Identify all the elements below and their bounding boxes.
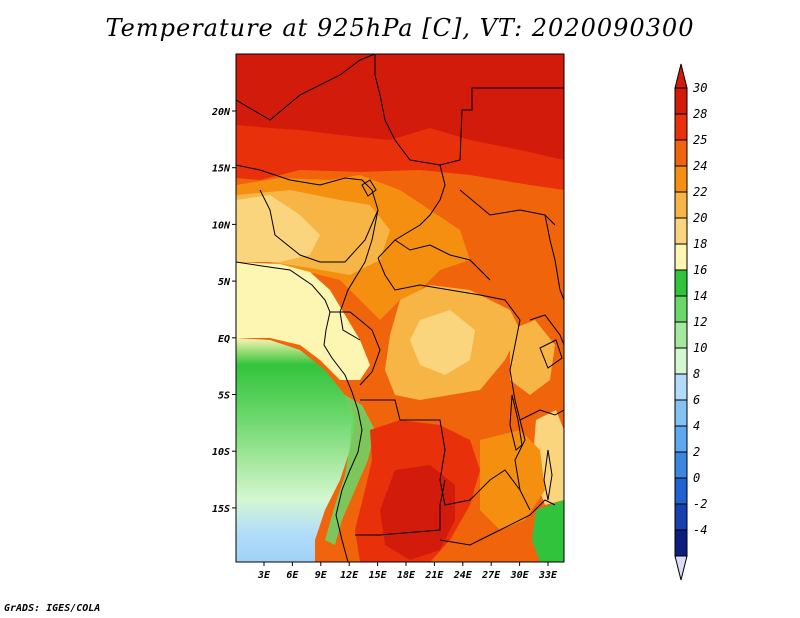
lat-label: 10N [212, 220, 231, 231]
colorbar-segment [674, 243, 688, 271]
border-cameroon-car [339, 209, 379, 341]
field-se-green [532, 500, 564, 562]
border-zambia-south [439, 499, 556, 546]
colorbar-segment [674, 477, 688, 505]
border-congo [330, 311, 381, 386]
border-tanzania [519, 409, 564, 421]
colorbar-segment [674, 295, 688, 323]
colorbar-label: 16 [693, 263, 707, 277]
colorbar-label: -2 [693, 497, 707, 511]
chart-title: Temperature at 925hPa [C], VT: 202009030… [105, 14, 695, 42]
colorbar-segment [674, 373, 688, 401]
temperature-field [236, 54, 564, 562]
lon-label: 30E [510, 570, 530, 581]
colorbar-top-arrow [674, 63, 688, 89]
colorbar-label: -4 [693, 523, 707, 537]
colorbar-segment [674, 451, 688, 479]
colorbar-segment [674, 321, 688, 349]
lake-chad [361, 179, 377, 197]
colorbar-segment [674, 139, 688, 167]
country-borders [236, 54, 564, 562]
colorbar-label: 12 [693, 315, 707, 329]
colorbar-segment [674, 113, 688, 141]
colorbar-segment [674, 87, 688, 115]
lon-label: 3E [257, 570, 271, 581]
lon-label: 33E [538, 570, 558, 581]
lat-label: 5S [218, 391, 230, 402]
colorbar-label: 20 [693, 211, 707, 225]
colorbar-label: 6 [693, 393, 700, 407]
colorbar-segment [674, 347, 688, 375]
field-band-30 [236, 54, 564, 160]
colorbar-label: 14 [693, 289, 707, 303]
lake-malawi [543, 449, 553, 501]
field-east-highlands [510, 320, 555, 395]
border-drc-angola [360, 399, 521, 506]
colorbar-bottom-arrow [674, 555, 688, 581]
colorbar-segment [674, 399, 688, 427]
colorbar-segment [674, 269, 688, 297]
lake-tanganyika [509, 394, 523, 451]
longitude-axis: 3E 6E 9E 12E 15E 18E 21E 24E 27E 30E 33E [257, 562, 558, 581]
border-libya-chad [374, 54, 564, 166]
lon-label: 24E [453, 570, 473, 581]
map-frame [235, 53, 565, 563]
border-sudan-ssudan [459, 189, 556, 226]
border-ethiopia [544, 214, 564, 301]
colorbar-label: 10 [693, 341, 707, 355]
colorbar-label: 24 [693, 159, 707, 173]
border-angola-zambia [355, 479, 446, 536]
lake-victoria [539, 339, 563, 369]
lat-label: 20N [211, 107, 231, 118]
colorbar-label: 4 [693, 419, 700, 433]
colorbar-segment [674, 425, 688, 453]
field-ocean-cool [236, 338, 355, 562]
lon-label: 27E [481, 570, 501, 581]
colorbar-label: 8 [693, 367, 700, 381]
latitude-axis: 20N 15N 10N 5N EQ 5S 10S 15S [211, 107, 236, 515]
colorbar-segment [674, 217, 688, 245]
lon-label: 18E [397, 570, 416, 581]
field-south-hottest [380, 465, 455, 560]
lat-label: 15S [212, 504, 230, 515]
border-nigeria-cameroon [259, 189, 379, 263]
lon-label: 9E [315, 570, 328, 581]
colorbar-label: 22 [693, 185, 707, 199]
colorbar-segment [674, 529, 688, 557]
colorbar-label: 18 [693, 237, 707, 251]
colorbar-label: 0 [693, 471, 700, 485]
border-niger-nigeria [236, 164, 379, 211]
colorbar-segment [674, 165, 688, 193]
colorbar-label: 25 [693, 133, 707, 147]
lon-label: 15E [369, 570, 388, 581]
coastline [236, 261, 363, 562]
field-band-18 [236, 262, 370, 380]
lon-label: 6E [286, 570, 299, 581]
lat-label: 10S [212, 447, 230, 458]
colorbar-segment [674, 191, 688, 219]
lon-label: 12E [340, 570, 359, 581]
lat-label: 15N [212, 164, 231, 175]
credit-label: GrADS: IGES/COLA [4, 603, 101, 614]
field-band-20 [236, 195, 564, 505]
border-car-drc [377, 257, 521, 321]
border-algeria-niger [236, 54, 376, 121]
border-chad-sudan [377, 164, 446, 259]
colorbar-label: 2 [693, 445, 700, 459]
colorbar-label: 28 [693, 107, 707, 121]
lon-label: 21E [424, 570, 444, 581]
lat-label: EQ [218, 334, 230, 345]
lat-label: 5N [218, 277, 231, 288]
border-uganda-kenya [529, 314, 564, 346]
colorbar-segment [674, 503, 688, 531]
colorbar-label: 30 [692, 81, 707, 95]
border-car-sudan [394, 239, 491, 281]
